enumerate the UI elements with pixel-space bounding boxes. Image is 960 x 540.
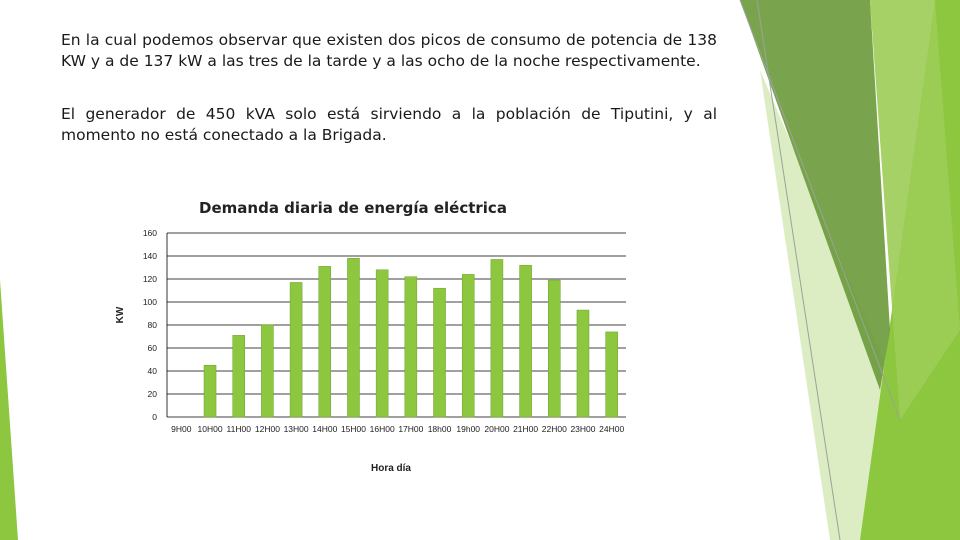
x-tick-label: 23H00	[570, 424, 595, 434]
paragraph-consumption-peaks: En la cual podemos observar que existen …	[61, 31, 717, 70]
y-tick-label: 40	[148, 366, 158, 376]
deco-line	[739, 0, 901, 421]
y-tick-label: 160	[143, 228, 157, 238]
y-axis-label: KW	[115, 306, 126, 323]
x-tick-labels: 9H00 10H00 11H00 12H00 13H00 14H00 15H00 16H00 1…	[171, 424, 624, 434]
bar-24h00	[605, 331, 618, 418]
deco-line	[756, 0, 841, 540]
bar-17h00	[404, 276, 418, 418]
bar-22h00	[548, 279, 561, 418]
y-tick-label: 20	[148, 389, 158, 399]
x-tick-label: 21H00	[513, 424, 538, 434]
x-tick-label: 24H00	[599, 424, 624, 434]
x-tick-label: 19h00	[456, 424, 480, 434]
paragraph-generator: El generador de 450 kVA solo está sirvie…	[61, 105, 717, 144]
x-tick-label: 14H00	[312, 424, 337, 434]
x-axis-label: Hora día	[371, 463, 411, 474]
bar-13h00	[289, 282, 303, 418]
y-tick-label: 120	[143, 274, 157, 284]
x-tick-label: 17H00	[398, 424, 423, 434]
y-tick-label: 60	[148, 343, 158, 353]
bar-23h00	[576, 309, 590, 418]
x-tick-label: 20H00	[484, 424, 509, 434]
x-tick-label: 16H00	[370, 424, 395, 434]
bar-18h00	[433, 287, 446, 418]
y-tick-labels: 0 20 40 60 80 100 120 140 160	[143, 228, 157, 422]
y-tick-label: 0	[152, 412, 157, 422]
x-tick-label: 11H00	[227, 424, 252, 434]
bar-21h00	[519, 264, 532, 418]
chart-title: Demanda diaria de energía eléctrica	[199, 199, 507, 217]
bar-10h00	[203, 365, 217, 418]
x-tick-label: 15H00	[341, 424, 366, 434]
y-tick-label: 100	[143, 297, 157, 307]
x-tick-label: 13H00	[284, 424, 309, 434]
left-green-triangle	[0, 280, 18, 540]
y-tick-label: 140	[143, 251, 157, 261]
bar-15h00	[347, 258, 360, 418]
right-accent-triangle	[870, 0, 960, 420]
bar-14h00	[318, 266, 332, 418]
x-tick-label: 18h00	[428, 424, 452, 434]
bar-layer	[203, 258, 618, 418]
x-tick-label: 22H00	[542, 424, 567, 434]
y-tick-label: 80	[148, 320, 158, 330]
bar-16h00	[375, 269, 389, 418]
bar-12h00	[261, 324, 274, 418]
bar-20h00	[490, 259, 504, 418]
x-tick-label: 10H00	[198, 424, 223, 434]
bar-19h00	[461, 274, 475, 418]
x-tick-label: 9H00	[171, 424, 192, 434]
bar-11h00	[232, 335, 245, 418]
x-tick-label: 12H00	[255, 424, 280, 434]
